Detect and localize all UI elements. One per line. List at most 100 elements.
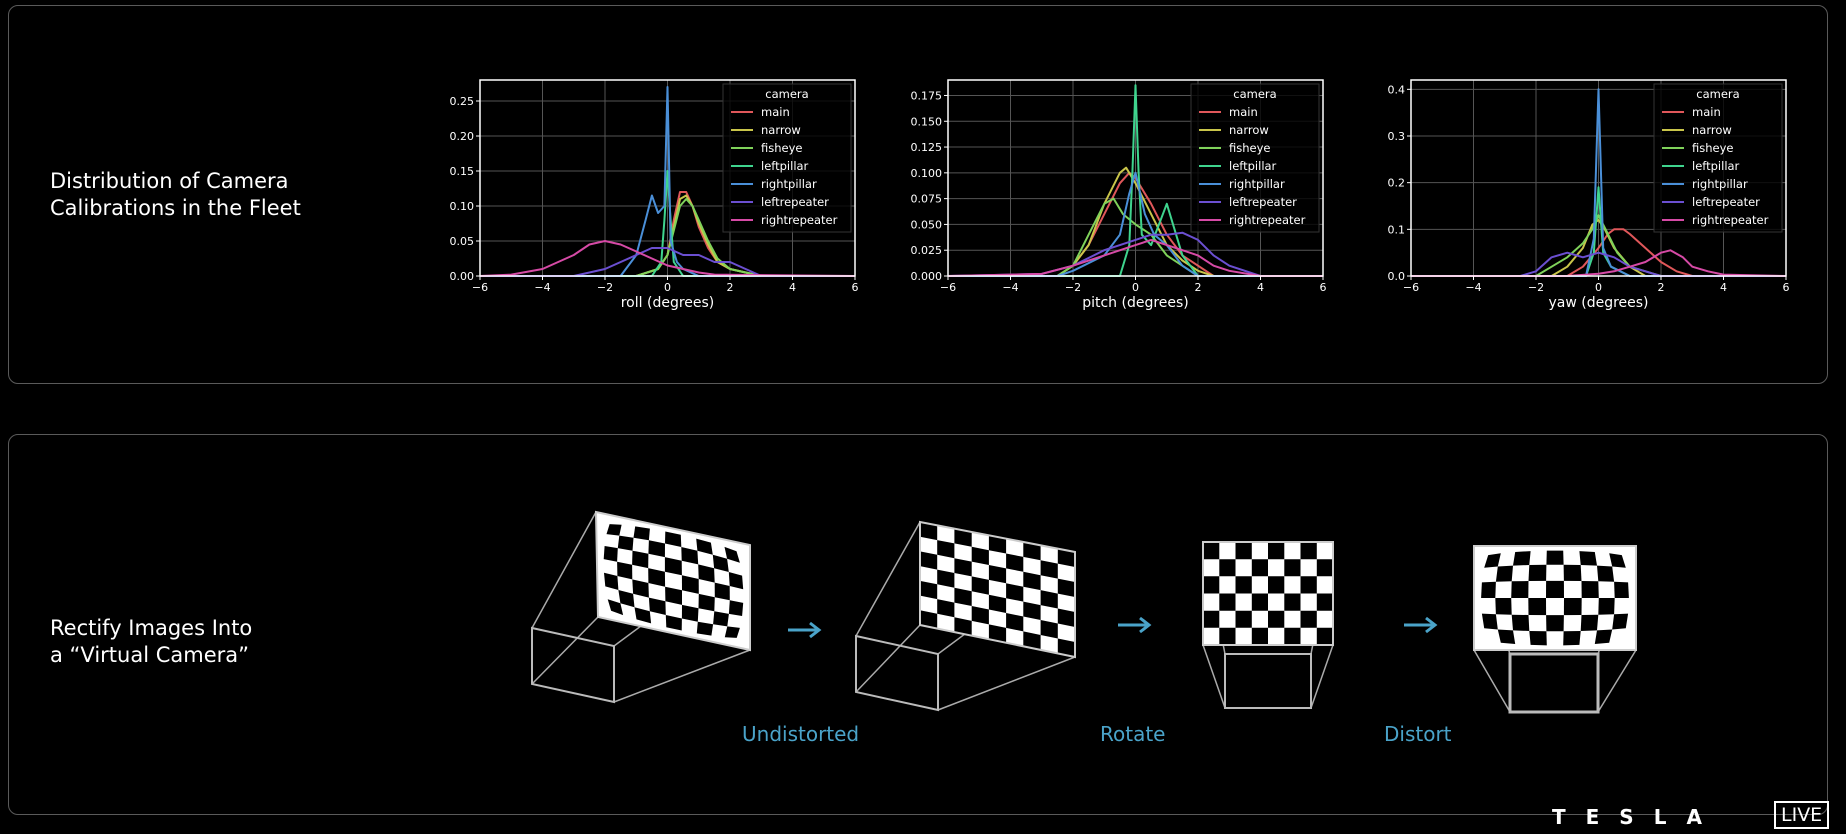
checker-square — [1563, 564, 1582, 581]
camera-body — [855, 634, 939, 712]
legend-entry-rightrepeater: rightrepeater — [761, 213, 838, 227]
checker-square — [1057, 548, 1075, 567]
legend-box — [1653, 83, 1783, 233]
checker-square — [954, 617, 972, 636]
checker-square — [728, 600, 744, 616]
checker-square — [920, 580, 938, 600]
calibration-heading: Distribution of Camera Calibrations in t… — [50, 168, 301, 222]
series-lines — [479, 86, 856, 277]
checker-square — [617, 561, 633, 580]
rotate-label: Rotate — [1100, 722, 1166, 746]
frustum-edge — [1202, 644, 1226, 709]
x-tick-label: −2 — [597, 281, 613, 294]
checker-square — [971, 606, 989, 625]
checker-square — [1057, 638, 1075, 657]
checker-square — [920, 551, 938, 570]
legend-box — [1190, 83, 1320, 233]
frustum-edge — [531, 616, 599, 685]
series-line-rightrepeater — [947, 238, 1323, 277]
checker-square — [1040, 560, 1058, 579]
x-tick-label: −2 — [1528, 281, 1544, 294]
y-tick-label: 0.025 — [911, 244, 943, 257]
checker-square — [1203, 576, 1220, 594]
y-tick-label: 0.100 — [911, 167, 943, 180]
frustum-edge — [855, 521, 921, 637]
checker-square — [1235, 576, 1252, 594]
checker-square — [607, 599, 624, 616]
frustum-edge — [1473, 649, 1511, 713]
arrow-head — [1139, 616, 1152, 634]
frustum-edge — [531, 511, 597, 629]
y-tick-label: 0.00 — [450, 270, 475, 283]
checker-square — [681, 575, 699, 594]
arrow-head — [809, 621, 822, 639]
legend-entry-narrow: narrow — [1692, 123, 1732, 137]
x-tick-label: 2 — [1658, 281, 1665, 294]
checker-square — [714, 582, 730, 601]
checker-square — [1495, 598, 1512, 615]
checker-square — [1563, 598, 1582, 616]
checker-square — [696, 621, 714, 636]
undistorted-label: Undistorted — [742, 722, 860, 746]
checker-square — [988, 535, 1007, 554]
checker-square — [618, 590, 635, 608]
checker-square — [954, 528, 972, 547]
checker-square — [1528, 598, 1547, 616]
checker-square — [1597, 565, 1615, 582]
x-tick-label: 0 — [1132, 281, 1139, 294]
yaw-chart: −6 −4 −2 0 2 4 6 0.0 0.1 0.2 0.3 0.4 yaw (degrees) ca… — [1388, 79, 1790, 311]
y-tick-label: 0.3 — [1388, 130, 1406, 143]
checker-square — [1529, 631, 1547, 646]
checker-square — [665, 586, 682, 605]
checker-square — [1316, 627, 1333, 645]
legend-entry-leftrepeater: leftrepeater — [761, 195, 829, 209]
checker-square — [1219, 627, 1236, 645]
x-tick-label: 6 — [1320, 281, 1327, 294]
image-plane-border — [919, 520, 1076, 659]
checker-square — [954, 587, 972, 606]
legend-entry-rightpillar: rightpillar — [761, 177, 817, 191]
legend-entry-rightrepeater: rightrepeater — [1692, 213, 1769, 227]
checker-square — [937, 599, 955, 618]
y-tick-label: 0.050 — [911, 218, 943, 231]
checker-square — [1594, 629, 1613, 644]
y-tick-label: 0.0 — [1388, 270, 1406, 283]
legend-entry-leftpillar: leftpillar — [761, 159, 809, 173]
checker-square — [1251, 593, 1268, 611]
image-plane-border — [594, 510, 751, 652]
distort-label: Distort — [1384, 722, 1452, 746]
legend-title: camera — [1696, 87, 1739, 101]
checker-square — [954, 558, 972, 577]
x-tick-label: 2 — [1195, 281, 1202, 294]
checker-square — [1316, 559, 1333, 577]
x-tick-label: −6 — [472, 281, 488, 294]
frustum-edge — [937, 656, 1076, 711]
checker-square — [1023, 571, 1041, 591]
legend-title: camera — [765, 87, 808, 101]
arrow-rotate — [1118, 616, 1152, 634]
checker-square — [1023, 601, 1041, 620]
checker-square — [1581, 581, 1599, 598]
x-tick-label: −4 — [1465, 281, 1481, 294]
x-tick-label: −4 — [534, 281, 550, 294]
legend-entry-leftpillar: leftpillar — [1692, 159, 1740, 173]
checker-square — [603, 546, 618, 562]
x-axis-label: yaw (degrees) — [1548, 295, 1648, 311]
checker-square — [1057, 578, 1075, 597]
checker-square — [971, 546, 989, 565]
y-tick-label: 0.2 — [1388, 177, 1406, 190]
checker-square — [1023, 631, 1041, 650]
rectify-panel — [8, 434, 1828, 815]
checker-square — [1316, 593, 1333, 611]
frustum-edge — [1597, 649, 1637, 713]
x-tick-label: −6 — [940, 281, 956, 294]
checker-square — [1300, 542, 1317, 560]
calibration-panel — [8, 5, 1828, 384]
checker-square — [1251, 559, 1268, 577]
checker-square — [724, 626, 740, 638]
checker-square — [728, 572, 744, 590]
checker-square — [1528, 564, 1547, 581]
checker-square — [1497, 629, 1516, 644]
checker-square — [1057, 608, 1075, 627]
checker-square — [1219, 593, 1236, 611]
